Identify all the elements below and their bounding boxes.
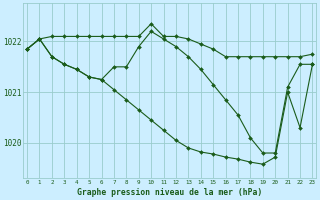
X-axis label: Graphe pression niveau de la mer (hPa): Graphe pression niveau de la mer (hPa) <box>77 188 262 197</box>
